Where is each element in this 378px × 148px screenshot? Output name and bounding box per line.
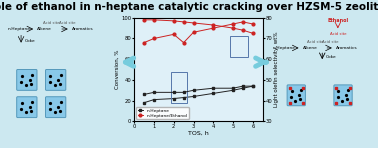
n-Heptane/Ethanol: [152, 19, 156, 21]
n-Heptane/Ethanol: [142, 19, 146, 21]
Line: n-Heptane/Ethanol: n-Heptane/Ethanol: [143, 18, 254, 35]
Text: Coke: Coke: [25, 39, 35, 43]
FancyBboxPatch shape: [334, 85, 352, 106]
Text: Aromatics: Aromatics: [336, 46, 357, 50]
Legend: n-Heptane, n-Heptane/Ethanol: n-Heptane, n-Heptane/Ethanol: [136, 107, 189, 119]
n-Heptane: [152, 99, 156, 100]
Text: n-Heptane: n-Heptane: [272, 46, 295, 50]
Line: n-Heptane: n-Heptane: [143, 85, 254, 104]
Bar: [171, 72, 187, 103]
n-Heptane: [181, 97, 186, 98]
Text: Ethanol: Ethanol: [327, 18, 349, 23]
Text: Acid site: Acid site: [322, 40, 339, 44]
Text: Acid site: Acid site: [43, 21, 59, 25]
Text: Acid site: Acid site: [307, 40, 323, 44]
n-Heptane/Ethanol: [172, 20, 176, 22]
FancyBboxPatch shape: [45, 70, 66, 90]
n-Heptane: [172, 98, 176, 99]
n-Heptane/Ethanol: [241, 29, 245, 31]
Text: Aromatics: Aromatics: [72, 27, 93, 31]
Text: Acid site: Acid site: [59, 21, 76, 25]
FancyBboxPatch shape: [17, 70, 37, 90]
n-Heptane/Ethanol: [251, 32, 255, 34]
FancyBboxPatch shape: [17, 97, 37, 118]
Text: Alkene: Alkene: [37, 27, 52, 31]
n-Heptane/Ethanol: [191, 22, 196, 24]
X-axis label: TOS, h: TOS, h: [188, 131, 209, 136]
Text: Role of ethanol in n-heptane catalytic cracking over HZSM-5 zeolites: Role of ethanol in n-heptane catalytic c…: [0, 2, 378, 12]
n-Heptane: [241, 87, 245, 89]
n-Heptane/Ethanol: [231, 27, 235, 29]
Text: Coke: Coke: [325, 55, 336, 59]
Text: Alkene: Alkene: [302, 46, 318, 50]
n-Heptane: [251, 85, 255, 87]
n-Heptane/Ethanol: [181, 21, 186, 23]
FancyBboxPatch shape: [45, 97, 66, 118]
Text: Acid site: Acid site: [330, 32, 346, 36]
n-Heptane: [211, 92, 215, 94]
Text: n-Heptane: n-Heptane: [7, 27, 30, 31]
FancyBboxPatch shape: [287, 85, 305, 106]
Y-axis label: Conversion, %: Conversion, %: [115, 50, 120, 89]
n-Heptane: [191, 96, 196, 97]
n-Heptane/Ethanol: [211, 24, 215, 26]
n-Heptane: [231, 89, 235, 91]
Y-axis label: Light olefin selectivity, wt%: Light olefin selectivity, wt%: [274, 32, 279, 107]
n-Heptane: [142, 102, 146, 104]
Bar: [230, 36, 248, 57]
